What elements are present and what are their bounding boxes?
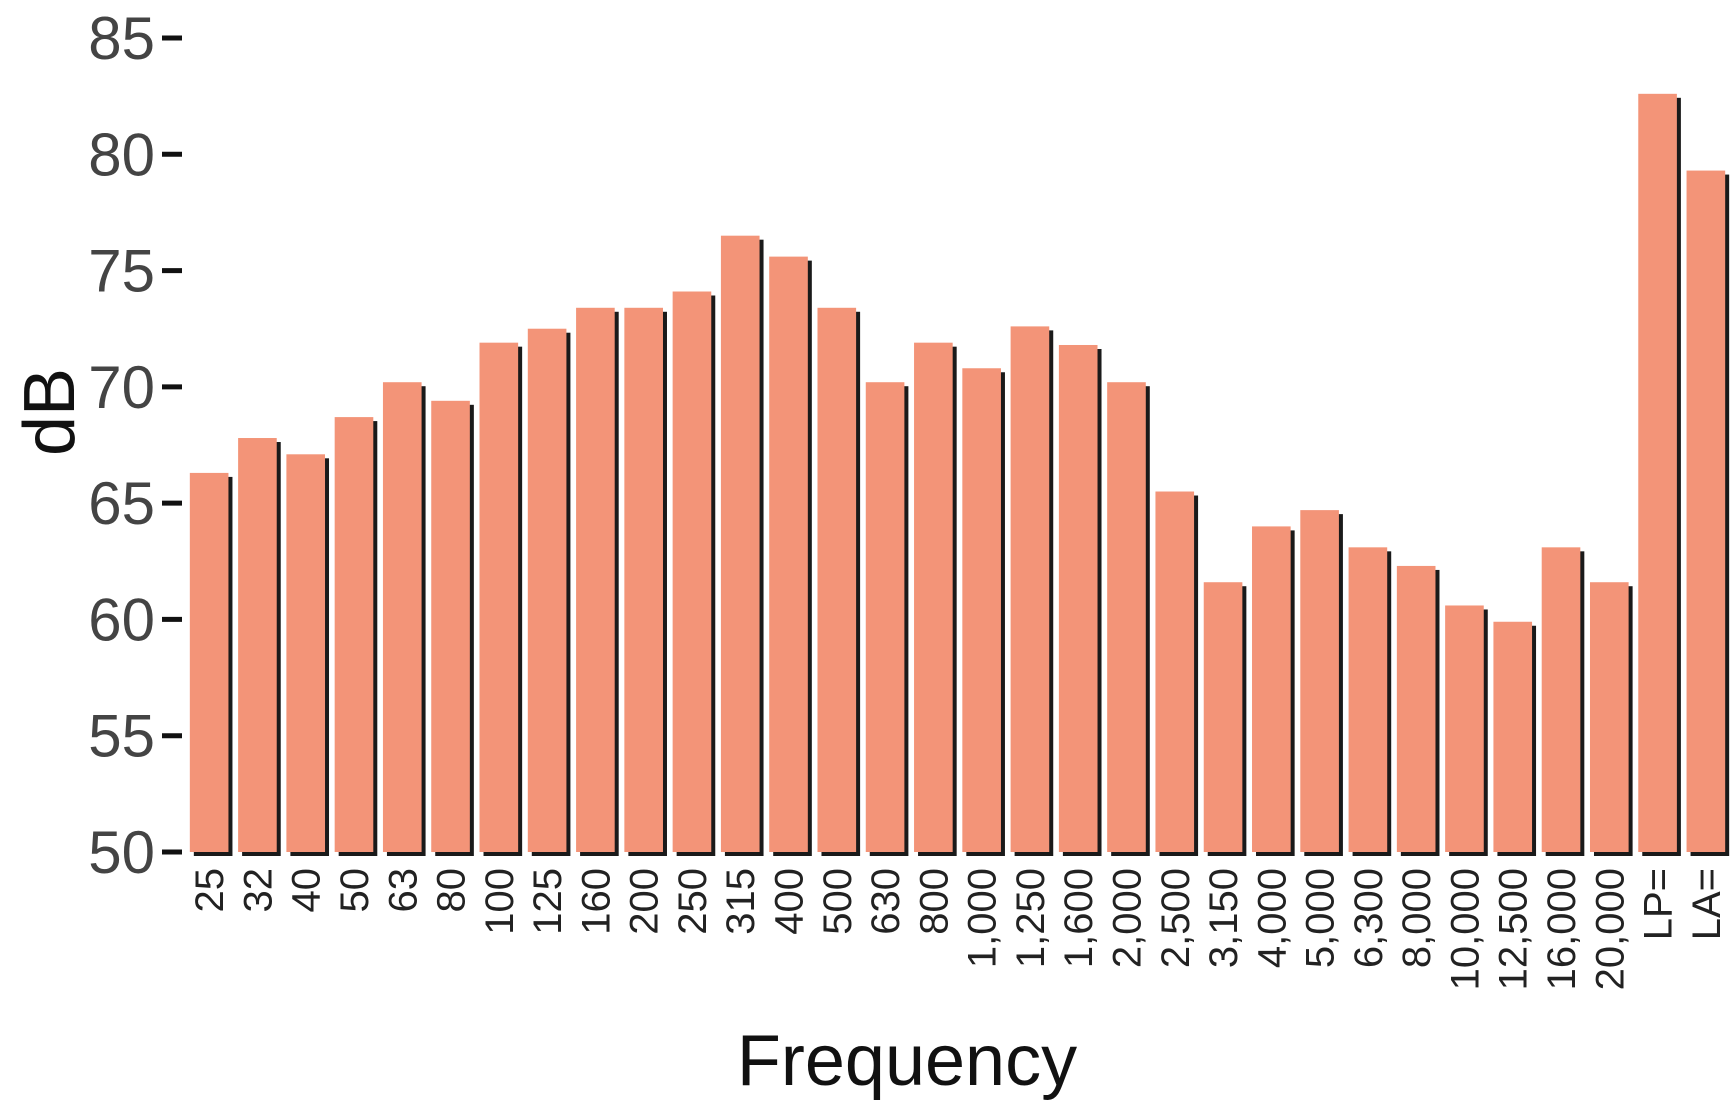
x-tick-label: LP=	[1637, 868, 1681, 940]
bar-1,000	[962, 368, 1001, 852]
bar-3,150	[1203, 582, 1243, 852]
bar-80	[431, 400, 470, 852]
y-tick-label: 50	[88, 819, 155, 886]
x-axis-title: Frequency	[737, 1021, 1077, 1101]
bar-315	[720, 235, 760, 852]
x-tick-label: 1,000	[961, 868, 1005, 968]
y-tick-label: 85	[88, 5, 155, 72]
x-tick-label: 40	[285, 868, 329, 913]
x-tick-label: 4,000	[1250, 868, 1294, 968]
bar-160	[576, 307, 615, 853]
bar-500	[817, 307, 857, 853]
y-axis-title: dB	[10, 368, 90, 456]
x-tick-label: 2,000	[1105, 868, 1149, 968]
bar-LP=	[1638, 93, 1677, 853]
x-tick-label: 1,250	[1009, 868, 1053, 968]
x-tick-label: 50	[333, 868, 377, 913]
x-tick-label: 63	[381, 868, 425, 913]
x-tick-label: 160	[574, 868, 618, 935]
bar-250	[672, 291, 712, 852]
bar-2,000	[1107, 382, 1146, 852]
x-tick-label: 8,000	[1395, 868, 1439, 968]
x-tick-label: 400	[768, 868, 812, 935]
x-tick-label: 1,600	[1057, 868, 1101, 968]
bar-40	[286, 454, 326, 852]
bar-12,500	[1493, 621, 1533, 852]
x-tick-label: 250	[671, 868, 715, 935]
bar-50	[334, 417, 374, 852]
bar-10,000	[1445, 605, 1484, 852]
x-tick-label: 500	[816, 868, 860, 935]
x-axis: 25 32 40 50 63 80 100 125 160 200 250 315 400 500 630 8…	[188, 868, 1729, 990]
y-tick-label: 80	[88, 121, 155, 188]
x-tick-label: 200	[623, 868, 667, 935]
x-tick-label: 10,000	[1443, 868, 1487, 990]
x-tick-label: 32	[236, 868, 280, 913]
x-tick-label: 16,000	[1540, 868, 1584, 990]
bar-25	[189, 472, 229, 852]
y-tick-label: 75	[88, 238, 155, 305]
x-tick-label: 20,000	[1588, 868, 1632, 990]
x-tick-label: 315	[719, 868, 763, 935]
x-tick-label: 12,500	[1492, 868, 1536, 990]
bar-5,000	[1300, 510, 1339, 852]
x-tick-label: 80	[430, 868, 474, 913]
y-tick-label: 65	[88, 470, 155, 537]
bar-LA=	[1686, 170, 1726, 852]
bar-200	[624, 307, 663, 853]
x-tick-label: 800	[912, 868, 956, 935]
bar-125	[527, 328, 567, 852]
y-tick-label: 70	[88, 354, 155, 421]
bar-63	[382, 382, 422, 852]
bar-6,300	[1348, 547, 1388, 852]
bar-20,000	[1589, 582, 1629, 852]
bar-2,500	[1155, 491, 1195, 852]
bar-4,000	[1252, 526, 1291, 852]
x-tick-label: 5,000	[1299, 868, 1343, 968]
x-tick-label: 2,500	[1154, 868, 1198, 968]
bar-32	[238, 438, 277, 852]
bar-400	[769, 256, 808, 852]
bar-8,000	[1396, 565, 1436, 852]
bar-16,000	[1541, 547, 1581, 852]
y-tick-label: 55	[88, 703, 155, 770]
bar-1,600	[1058, 344, 1098, 852]
x-tick-label: LA=	[1685, 868, 1729, 940]
x-tick-label: 25	[188, 868, 232, 913]
x-tick-label: 125	[526, 868, 570, 935]
y-tick-label: 60	[88, 586, 155, 653]
bar-1,250	[1010, 326, 1050, 853]
bars	[189, 93, 1730, 857]
bar-100	[479, 342, 519, 852]
x-tick-label: 630	[864, 868, 908, 935]
x-tick-label: 3,150	[1202, 868, 1246, 968]
bar-630	[865, 382, 905, 852]
x-tick-label: 6,300	[1347, 868, 1391, 968]
bar-800	[914, 342, 953, 852]
x-tick-label: 100	[478, 868, 522, 935]
y-axis: 50 55 60 65 70 75 80 85	[88, 5, 182, 886]
